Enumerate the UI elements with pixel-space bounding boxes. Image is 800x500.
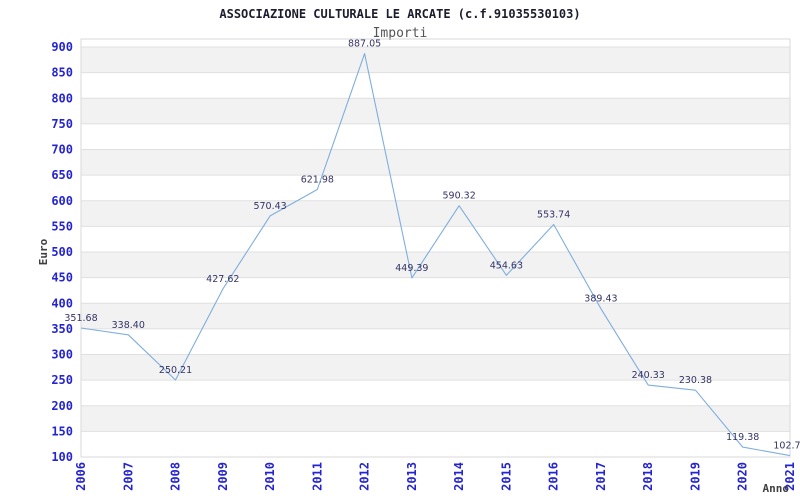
grid-band: [81, 98, 790, 124]
y-tick-label: 100: [51, 450, 73, 464]
series-line: [80, 53, 791, 457]
x-tick-label: 2017: [594, 462, 608, 491]
x-tick-label: 2019: [688, 462, 702, 491]
chart-title: ASSOCIAZIONE CULTURALE LE ARCATE (c.f.91…: [219, 7, 581, 21]
x-tick-label: 2014: [452, 462, 466, 491]
data-point-label: 427.62: [206, 274, 239, 285]
x-tick-label: 2010: [263, 462, 277, 491]
y-tick-label: 450: [51, 271, 73, 285]
y-tick-label: 750: [51, 117, 73, 131]
data-point-label: 389.43: [584, 294, 617, 305]
data-point-label: 338.40: [112, 320, 145, 331]
y-tick-label: 400: [51, 296, 73, 310]
y-tick-label: 350: [51, 322, 73, 336]
y-tick-label: 700: [51, 143, 73, 157]
y-tick-label: 850: [51, 66, 73, 80]
grid-band: [81, 405, 790, 432]
x-tick-label: 2016: [547, 462, 561, 491]
x-tick-label: 2012: [358, 462, 372, 491]
x-tick-label: 2009: [216, 462, 230, 491]
x-tick-label: 2020: [736, 462, 750, 491]
y-tick-label: 800: [51, 91, 73, 105]
y-tick-label: 650: [51, 168, 73, 182]
plot-frame: [80, 38, 791, 458]
y-tick-label: 250: [51, 373, 73, 387]
y-axis-title: Euro: [37, 238, 50, 265]
chart-subtitle: Importi: [372, 26, 428, 41]
x-tick-label: 2021: [783, 462, 797, 491]
data-point-label: 590.32: [443, 191, 476, 202]
data-point-label: 621.98: [301, 174, 334, 185]
grid-band: [81, 200, 790, 227]
data-point-label: 240.33: [632, 370, 665, 381]
data-point-label: 454.63: [490, 260, 523, 271]
data-point-label: 553.74: [537, 209, 570, 220]
y-tick-label: 900: [51, 40, 73, 54]
data-point-label: 887.05: [348, 39, 381, 50]
x-tick-label: 2008: [169, 462, 183, 491]
grid-band: [81, 149, 790, 176]
x-tick-label: 2007: [121, 462, 135, 491]
x-axis-title: Anno: [763, 482, 790, 495]
x-tick-label: 2011: [310, 462, 324, 491]
y-tick-label: 200: [51, 399, 73, 413]
grid-band: [81, 303, 790, 329]
data-point-label: 119.38: [726, 432, 759, 443]
x-tick-label: 2018: [641, 462, 655, 491]
x-tick-label: 2006: [74, 462, 88, 491]
data-point-label: 570.43: [253, 201, 286, 212]
y-tick-label: 150: [51, 424, 73, 438]
data-point-label: 102.76: [773, 441, 800, 452]
data-point-label: 230.38: [679, 375, 712, 386]
x-tick-label: 2015: [499, 462, 513, 491]
grid-band: [81, 354, 790, 381]
data-point-label: 449.39: [395, 263, 428, 274]
y-tick-label: 600: [51, 194, 73, 208]
data-point-label: 351.68: [64, 313, 97, 324]
grid-band: [81, 47, 790, 73]
data-point-label: 250.21: [159, 365, 192, 376]
y-tick-label: 550: [51, 219, 73, 233]
y-tick-label: 300: [51, 348, 73, 362]
grid-band: [81, 252, 790, 278]
y-tick-label: 500: [51, 245, 73, 259]
x-tick-label: 2013: [405, 462, 419, 491]
